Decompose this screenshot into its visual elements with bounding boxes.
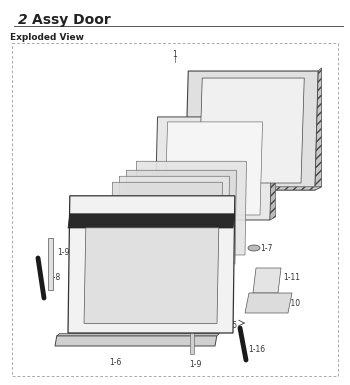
- Polygon shape: [270, 114, 275, 220]
- Polygon shape: [165, 122, 262, 215]
- Text: 1-7: 1-7: [260, 243, 272, 253]
- Text: 1-3: 1-3: [148, 191, 160, 199]
- Polygon shape: [57, 333, 219, 336]
- Text: 1-5: 1-5: [180, 266, 193, 275]
- Polygon shape: [84, 228, 219, 323]
- Text: 1-9: 1-9: [57, 248, 69, 257]
- Text: Exploded View: Exploded View: [10, 33, 84, 42]
- Bar: [12, 43, 338, 376]
- Text: 1-15: 1-15: [220, 320, 237, 330]
- Polygon shape: [125, 170, 237, 264]
- Polygon shape: [135, 161, 246, 255]
- Polygon shape: [245, 293, 292, 313]
- Text: 1-1: 1-1: [295, 116, 307, 124]
- Polygon shape: [253, 268, 281, 293]
- Text: 1-14: 1-14: [123, 218, 140, 226]
- Polygon shape: [68, 196, 235, 333]
- Text: 1-8: 1-8: [48, 273, 60, 283]
- Polygon shape: [111, 182, 223, 276]
- Text: 2: 2: [18, 13, 28, 27]
- Text: 1-9: 1-9: [189, 360, 201, 369]
- Text: Assy Door: Assy Door: [32, 13, 111, 27]
- Polygon shape: [185, 187, 322, 190]
- Ellipse shape: [248, 245, 260, 251]
- Text: 1-13: 1-13: [130, 209, 147, 219]
- Bar: [190, 316, 194, 354]
- Polygon shape: [315, 68, 322, 190]
- Polygon shape: [55, 336, 217, 346]
- Text: 1-2: 1-2: [200, 156, 212, 164]
- Bar: [48, 238, 53, 290]
- Polygon shape: [118, 176, 230, 270]
- Text: 1-16: 1-16: [248, 345, 265, 355]
- Polygon shape: [155, 117, 273, 220]
- Polygon shape: [68, 214, 235, 228]
- Text: 1-6: 1-6: [109, 358, 121, 367]
- Text: 1-4: 1-4: [137, 201, 149, 211]
- Text: 1-11: 1-11: [283, 273, 300, 283]
- Text: 1: 1: [173, 50, 177, 59]
- Polygon shape: [185, 71, 318, 190]
- Text: 1-10: 1-10: [283, 298, 300, 308]
- Polygon shape: [199, 78, 304, 183]
